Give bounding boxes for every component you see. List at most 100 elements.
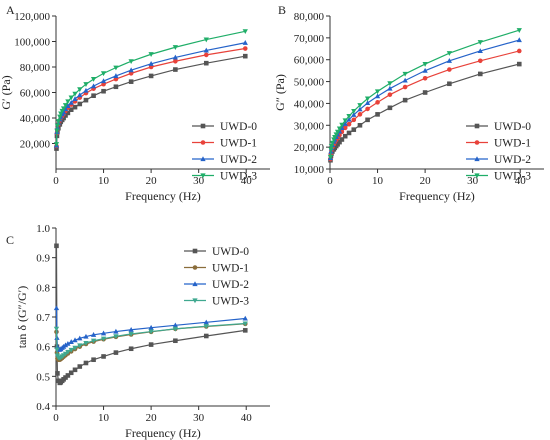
data-point <box>477 48 483 54</box>
series-uwd-2 <box>53 305 248 352</box>
data-point <box>203 60 209 66</box>
y-tick-label: 40,000 <box>294 98 325 110</box>
data-point <box>65 103 71 108</box>
data-point <box>516 28 522 33</box>
data-point <box>100 71 107 77</box>
data-point <box>100 330 107 336</box>
legend-marker <box>200 140 206 145</box>
data-point <box>203 324 209 329</box>
legend-marker <box>200 173 206 179</box>
data-point <box>62 103 69 109</box>
chart-panel-a: A 0 10 20 30 40 20,000 40,000 60,000 80,000 100,00… <box>0 3 270 203</box>
data-point <box>351 112 357 117</box>
data-point <box>387 81 393 87</box>
data-point <box>172 45 179 50</box>
data-point <box>77 343 83 349</box>
data-point <box>100 336 107 342</box>
series-uwd-2 <box>327 37 522 161</box>
y-tick-label: 0.4 <box>36 401 50 413</box>
x-tick-label: 40 <box>241 175 253 187</box>
data-point <box>346 121 352 127</box>
data-point <box>55 119 62 124</box>
data-point <box>375 100 380 105</box>
data-point <box>422 62 428 67</box>
y-tick-label: 60,000 <box>20 88 51 100</box>
chart-panel-b: B 0 10 20 30 40 10,000 20,000 30,000 40,000 50,000… <box>273 3 544 203</box>
data-point <box>516 48 522 54</box>
y-tick-label: 100,000 <box>14 37 50 49</box>
data-point <box>83 82 89 87</box>
legend-label: UWD-3 <box>220 171 257 183</box>
x-tick-label: 20 <box>420 175 432 187</box>
legend-item: UWD-3 <box>466 171 531 183</box>
y-tick-label: 60,000 <box>294 55 325 67</box>
y-tick-label: 20,000 <box>20 139 51 151</box>
legend-item: UWD-0 <box>466 121 531 133</box>
data-point <box>173 58 178 64</box>
data-point <box>72 345 78 351</box>
panel-label: A <box>6 3 15 17</box>
series-uwd-3 <box>53 29 248 147</box>
series-uwd-3 <box>327 28 522 160</box>
data-point <box>364 100 371 106</box>
data-point <box>402 97 408 103</box>
data-point <box>365 117 370 123</box>
y-tick-label: 0.8 <box>36 282 50 294</box>
data-point <box>83 360 89 366</box>
data-point <box>128 346 134 352</box>
data-point <box>346 116 352 122</box>
data-point <box>516 61 522 67</box>
y-tick-label: 40,000 <box>20 113 51 125</box>
data-point <box>68 107 74 113</box>
x-tick-label: 20 <box>146 175 158 187</box>
data-point <box>60 106 67 112</box>
legend-label: UWD-2 <box>494 154 531 166</box>
legend-marker <box>192 248 198 254</box>
y-tick-label: 80,000 <box>20 62 51 74</box>
data-point <box>54 243 59 249</box>
y-tick-label: 10,000 <box>294 164 325 176</box>
data-point <box>387 105 393 111</box>
x-tick-label: 30 <box>193 175 205 187</box>
x-tick-label: 0 <box>53 175 59 187</box>
legend-label: UWD-2 <box>220 154 257 166</box>
legend-label: UWD-1 <box>220 138 257 150</box>
legend-item: UWD-2 <box>192 154 257 166</box>
y-tick-label: 70,000 <box>294 33 325 45</box>
data-point <box>357 106 363 112</box>
data-point <box>113 334 119 340</box>
data-point <box>328 147 334 153</box>
data-point <box>242 40 248 45</box>
data-point <box>90 77 97 82</box>
y-axis-title: G″ (Pa) <box>273 74 287 111</box>
legend-label: UWD-2 <box>212 279 249 291</box>
y-tick-label: 0.6 <box>36 342 50 354</box>
data-point <box>402 84 408 90</box>
data-point <box>53 305 60 311</box>
data-point <box>447 81 452 87</box>
data-point <box>203 319 209 325</box>
data-point <box>422 90 428 95</box>
data-point <box>55 371 60 376</box>
data-point <box>91 93 96 98</box>
data-point <box>357 112 363 117</box>
x-tick-label: 10 <box>98 175 110 187</box>
legend-label: UWD-1 <box>212 263 249 275</box>
data-point <box>101 88 106 94</box>
data-point <box>91 357 96 363</box>
x-tick-label: 0 <box>53 412 59 424</box>
data-point <box>375 112 380 117</box>
data-point <box>242 46 248 51</box>
legend-marker <box>192 265 198 270</box>
data-point <box>242 29 248 35</box>
data-point <box>203 52 209 58</box>
chart-panel-c: C 0 10 20 30 40 0.4 0.5 0.6 0.7 0.8 0.9 1.0 Frequency… <box>6 223 270 440</box>
data-point <box>446 51 453 56</box>
legend-label: UWD-0 <box>212 246 249 258</box>
data-point <box>148 324 154 330</box>
legend-label: UWD-3 <box>212 296 249 308</box>
data-point <box>72 367 78 373</box>
legend-item: UWD-1 <box>192 138 257 150</box>
x-tick-label: 30 <box>467 175 479 187</box>
